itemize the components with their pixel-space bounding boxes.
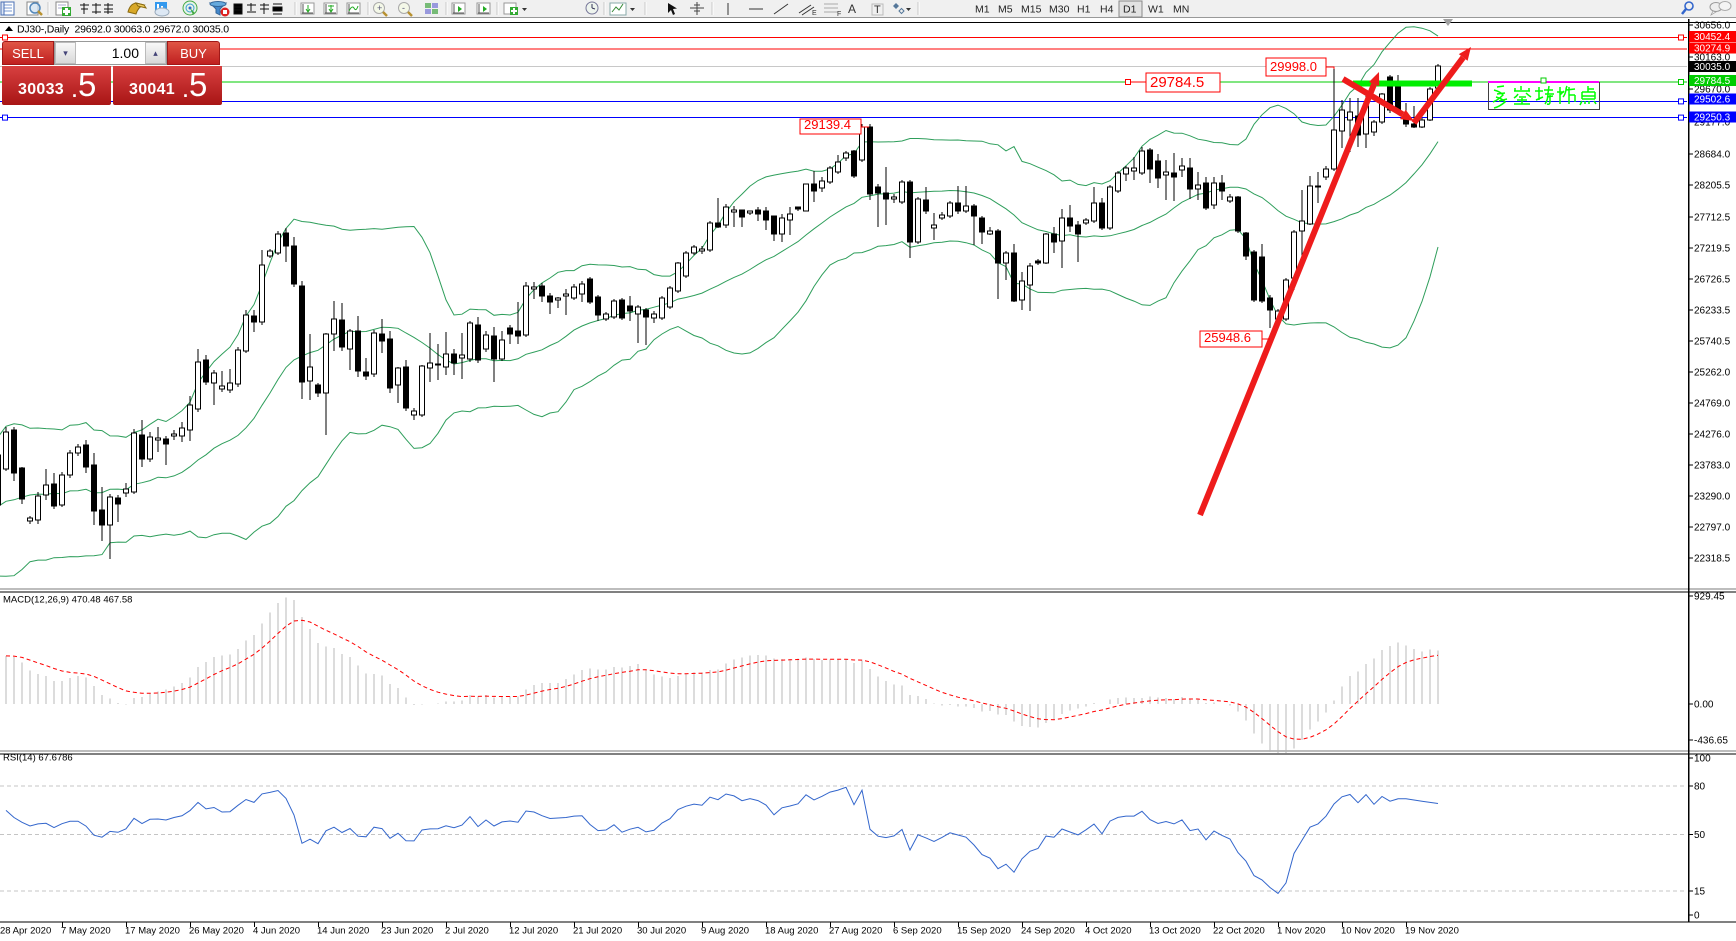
svg-text:W1: W1 [1148,4,1164,16]
svg-text:29250.3: 29250.3 [1694,113,1731,124]
svg-text:4 Oct 2020: 4 Oct 2020 [1085,926,1131,937]
svg-text:23 Jun 2020: 23 Jun 2020 [381,926,433,937]
svg-text:29998.0: 29998.0 [1270,59,1317,74]
svg-text:29670.0: 29670.0 [1694,85,1731,96]
svg-text:H1: H1 [1077,4,1091,16]
svg-text:27219.5: 27219.5 [1694,244,1731,255]
svg-text:25262.0: 25262.0 [1694,368,1731,379]
svg-text:2 Jul 2020: 2 Jul 2020 [445,926,489,937]
svg-text:24276.0: 24276.0 [1694,430,1731,441]
svg-text:27712.5: 27712.5 [1694,213,1731,224]
svg-text:26 May 2020: 26 May 2020 [189,926,244,937]
svg-text:A: A [848,2,856,16]
svg-text:929.45: 929.45 [1694,592,1725,603]
svg-text:-: - [402,3,405,13]
svg-text:28205.5: 28205.5 [1694,181,1731,192]
svg-text:0: 0 [1694,911,1700,922]
svg-text:1 Nov 2020: 1 Nov 2020 [1277,926,1326,937]
svg-text:H4: H4 [1100,4,1114,16]
svg-text:25740.5: 25740.5 [1694,337,1731,348]
svg-text:19 Nov 2020: 19 Nov 2020 [1405,926,1459,937]
svg-text:28 Apr 2020: 28 Apr 2020 [0,926,51,937]
svg-text:DJ30-,Daily 29692.0 30063.0 2: DJ30-,Daily 29692.0 30063.0 29672.0 3003… [17,24,229,36]
svg-text:22797.0: 22797.0 [1694,523,1731,534]
svg-text:23783.0: 23783.0 [1694,461,1731,472]
svg-text:30163.0: 30163.0 [1694,53,1731,64]
svg-text:30274.9: 30274.9 [1694,44,1731,55]
svg-text:100: 100 [1694,754,1711,765]
svg-text:30656.0: 30656.0 [1694,21,1731,32]
svg-text:24 Sep 2020: 24 Sep 2020 [1021,926,1075,937]
svg-text:30035.0: 30035.0 [1694,62,1731,73]
svg-text:29139.4: 29139.4 [804,117,851,132]
svg-text:T: T [874,4,881,16]
svg-text:MACD(12,26,9) 470.48 467.58: MACD(12,26,9) 470.48 467.58 [3,595,132,606]
svg-text:13 Oct 2020: 13 Oct 2020 [1149,926,1201,937]
svg-text:14 Jun 2020: 14 Jun 2020 [317,926,369,937]
svg-text:17 May 2020: 17 May 2020 [125,926,180,937]
svg-text:29784.5: 29784.5 [1150,74,1204,91]
svg-text:80: 80 [1694,782,1706,793]
svg-text:F: F [837,11,841,18]
svg-text:29177.0: 29177.0 [1694,118,1731,129]
svg-text:E: E [812,10,817,17]
svg-text:26233.5: 26233.5 [1694,306,1731,317]
svg-text:M30: M30 [1049,4,1070,16]
svg-text:15 Sep 2020: 15 Sep 2020 [957,926,1011,937]
svg-text:0.00: 0.00 [1694,700,1714,711]
svg-text:M1: M1 [975,4,990,16]
svg-text:23290.0: 23290.0 [1694,492,1731,503]
svg-text:25948.6: 25948.6 [1204,330,1251,345]
svg-text:M15: M15 [1021,4,1042,16]
svg-text:10 Nov 2020: 10 Nov 2020 [1341,926,1395,937]
svg-text:4 Jun 2020: 4 Jun 2020 [253,926,300,937]
svg-text:21 Jul 2020: 21 Jul 2020 [573,926,622,937]
svg-text:27 Aug 2020: 27 Aug 2020 [829,926,882,937]
svg-text:30452.4: 30452.4 [1694,32,1731,43]
svg-text:6 Sep 2020: 6 Sep 2020 [893,926,942,937]
svg-text:MN: MN [1173,4,1189,16]
svg-text:M5: M5 [998,4,1013,16]
svg-text:50: 50 [1694,830,1706,841]
svg-text:12 Jul 2020: 12 Jul 2020 [509,926,558,937]
svg-text:9 Aug 2020: 9 Aug 2020 [701,926,749,937]
svg-text:24769.0: 24769.0 [1694,399,1731,410]
svg-text:29784.5: 29784.5 [1694,76,1731,87]
svg-text:22318.5: 22318.5 [1694,554,1731,565]
svg-text:15: 15 [1694,887,1706,898]
svg-text:28684.0: 28684.0 [1694,150,1731,161]
svg-text:18 Aug 2020: 18 Aug 2020 [765,926,818,937]
svg-text:+: + [377,3,382,13]
svg-text:RSI(14) 67.6786: RSI(14) 67.6786 [3,753,73,764]
svg-text:26726.5: 26726.5 [1694,275,1731,286]
svg-text:29502.6: 29502.6 [1694,95,1731,106]
svg-text:22 Oct 2020: 22 Oct 2020 [1213,926,1265,937]
svg-text:7 May 2020: 7 May 2020 [61,926,111,937]
svg-text:D1: D1 [1123,4,1137,16]
svg-text:-436.65: -436.65 [1694,736,1728,747]
svg-text:30 Jul 2020: 30 Jul 2020 [637,926,686,937]
